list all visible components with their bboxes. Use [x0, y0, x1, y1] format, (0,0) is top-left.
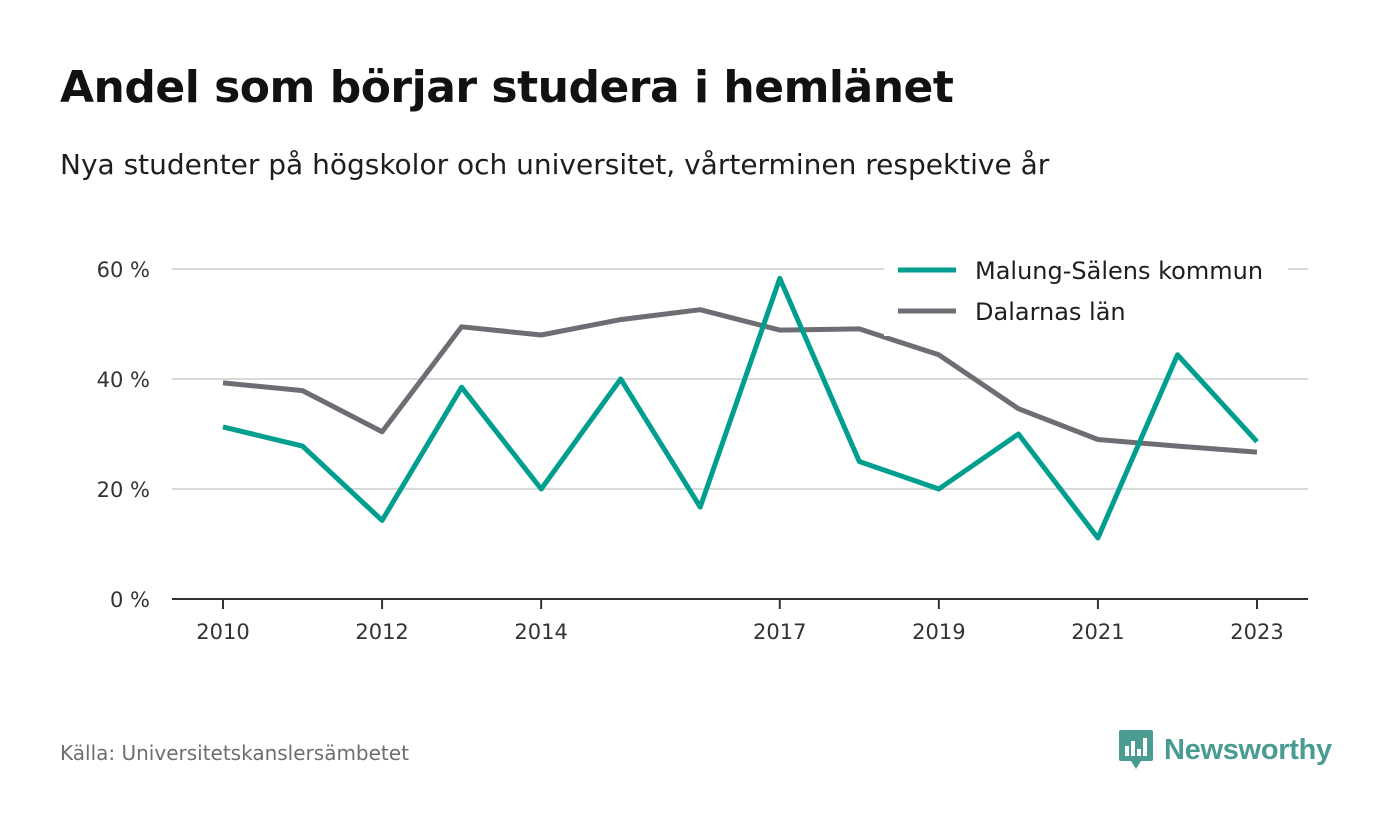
- y-tick-label: 40 %: [97, 368, 150, 392]
- x-tick-label: 2019: [912, 620, 965, 644]
- series-line-malung-salen: [222, 275, 1259, 541]
- y-tick-label: 60 %: [97, 258, 150, 282]
- y-axis-ticks: 0 % 20 % 40 % 60 %: [97, 258, 150, 612]
- series-lines: [222, 275, 1259, 541]
- brand-logo: Newsworthy: [1118, 728, 1332, 772]
- x-tick-label: 2023: [1230, 620, 1283, 644]
- y-tick-label: 20 %: [97, 478, 150, 502]
- brand-name: Newsworthy: [1164, 733, 1332, 766]
- source-note: Källa: Universitetskanslersämbetet: [60, 741, 409, 765]
- legend-label: Malung-Sälens kommun: [975, 257, 1263, 285]
- legend-background: [884, 248, 1288, 336]
- legend-label: Dalarnas län: [975, 298, 1126, 326]
- chart-title: Andel som börjar studera i hemlänet: [60, 62, 954, 113]
- legend: Malung-Sälens kommun Dalarnas län: [884, 248, 1288, 336]
- line-chart: 0 % 20 % 40 % 60 % 2010 2012 2014 2017 2019 2021…: [96, 248, 1308, 644]
- x-tick-label: 2012: [355, 620, 408, 644]
- x-tick-label: 2014: [514, 620, 567, 644]
- x-axis-ticks: 2010 2012 2014 2017 2019 2021 2023: [196, 599, 1284, 644]
- newsworthy-logo-icon: [1119, 730, 1153, 769]
- x-tick-label: 2010: [196, 620, 249, 644]
- y-tick-label: 0 %: [110, 588, 150, 612]
- series-line-dalarnas-lan: [222, 307, 1258, 455]
- chart-subtitle: Nya studenter på högskolor och universit…: [60, 148, 1050, 181]
- x-tick-label: 2017: [753, 620, 806, 644]
- x-tick-label: 2021: [1071, 620, 1124, 644]
